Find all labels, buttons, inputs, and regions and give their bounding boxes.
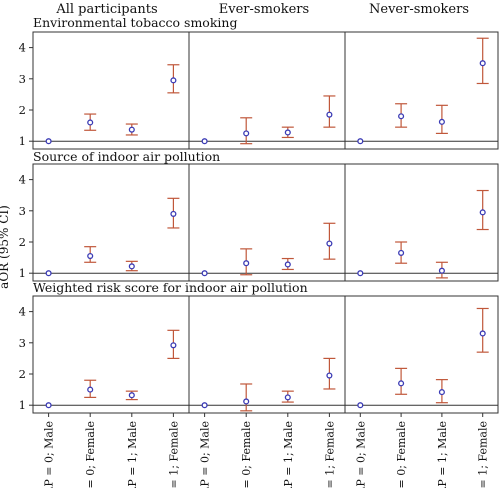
x-category-label: IAP = 0; Female xyxy=(84,421,97,488)
estimate-point xyxy=(326,240,333,247)
x-category-label: IAP = 0; Male xyxy=(43,421,56,488)
x-category-label: IAP = 0; Female xyxy=(240,421,253,488)
estimate-point xyxy=(45,270,52,277)
estimate-point xyxy=(170,342,177,349)
panel-frame xyxy=(32,295,499,414)
column-title-never-smokers: Never-smokers xyxy=(369,2,469,17)
x-category-label: IAP = 1; Male xyxy=(436,421,449,488)
y-tick-label: 2 xyxy=(19,103,26,117)
estimate-point xyxy=(398,380,405,387)
y-tick-label: 3 xyxy=(19,72,26,86)
y-tick-label: 4 xyxy=(19,41,26,55)
estimate-point xyxy=(87,386,94,393)
estimate-point xyxy=(438,389,445,396)
estimate-point xyxy=(357,270,364,277)
y-tick-label: 1 xyxy=(19,266,26,280)
estimate-point xyxy=(243,398,250,405)
estimate-point xyxy=(479,60,486,67)
x-category-label: IAP = 0; Female xyxy=(395,421,408,488)
y-tick-label: 3 xyxy=(19,204,26,218)
estimate-point xyxy=(326,111,333,118)
estimate-point xyxy=(398,249,405,256)
x-category-label: IAP = 1; Female xyxy=(323,421,336,488)
estimate-point xyxy=(438,118,445,125)
estimate-point xyxy=(128,392,135,399)
x-category-label: IAP = 0; Male xyxy=(199,421,212,488)
estimate-point xyxy=(45,402,52,409)
estimate-point xyxy=(479,209,486,216)
column-title-ever-smokers: Ever-smokers xyxy=(219,2,309,17)
estimate-point xyxy=(284,129,291,136)
estimate-point xyxy=(128,263,135,270)
row-title-source: Source of indoor air pollution xyxy=(33,149,220,164)
y-tick-label: 3 xyxy=(19,336,26,350)
estimate-point xyxy=(201,270,208,277)
y-tick-label: 1 xyxy=(19,398,26,412)
panel-frame xyxy=(32,163,499,282)
panel-frame xyxy=(32,31,499,150)
y-tick-label: 1 xyxy=(19,134,26,148)
estimate-point xyxy=(201,402,208,409)
estimate-point xyxy=(45,138,52,145)
estimate-point xyxy=(87,252,94,260)
x-category-label: IAP = 1; Female xyxy=(167,421,180,488)
y-tick-label: 4 xyxy=(19,173,26,187)
estimate-point xyxy=(398,113,405,120)
column-title-all: All participants xyxy=(55,2,157,17)
estimate-point xyxy=(170,77,177,84)
estimate-point xyxy=(479,330,486,337)
estimate-point xyxy=(201,138,208,145)
y-tick-label: 4 xyxy=(19,305,26,319)
estimate-point xyxy=(357,138,364,145)
row-title-weighted: Weighted risk score for indoor air pollu… xyxy=(33,280,308,295)
estimate-point xyxy=(284,394,291,401)
y-tick-label: 2 xyxy=(19,235,26,249)
y-tick-label: 2 xyxy=(19,367,26,381)
y-axis-label: aOR (95% CI) xyxy=(0,205,11,289)
x-category-label: IAP = 0; Male xyxy=(354,421,367,488)
estimate-point xyxy=(438,267,445,274)
estimate-point xyxy=(243,130,250,137)
row-title-ets: Environmental tobacco smoking xyxy=(33,15,237,30)
estimate-point xyxy=(128,126,135,133)
estimate-point xyxy=(326,372,333,379)
x-category-label: IAP = 1; Male xyxy=(282,421,295,488)
estimate-point xyxy=(87,119,94,126)
x-category-label: IAP = 1; Male xyxy=(126,421,139,488)
estimate-point xyxy=(170,210,177,217)
x-category-label: IAP = 1; Female xyxy=(477,421,490,488)
estimate-point xyxy=(357,402,364,409)
estimate-point xyxy=(243,260,250,267)
estimate-point xyxy=(284,261,291,268)
